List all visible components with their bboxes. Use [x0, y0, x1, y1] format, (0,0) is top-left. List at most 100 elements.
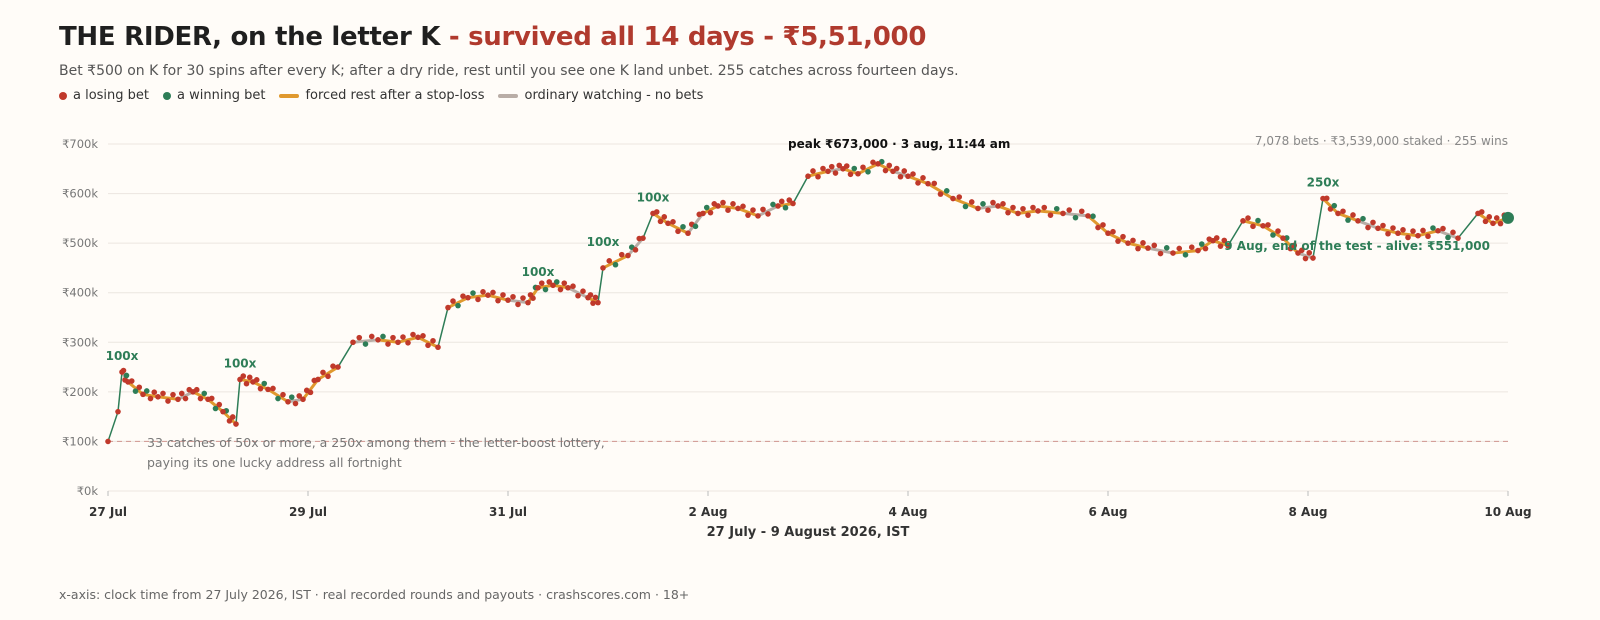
- bet-point: [760, 206, 766, 213]
- series-segment: [107, 410, 119, 443]
- bet-point: [265, 386, 271, 393]
- legend-item-winning-bet: a winning bet: [163, 88, 265, 103]
- watching-line-icon: [498, 93, 519, 98]
- bet-point: [1090, 213, 1096, 220]
- bet-point: [1157, 250, 1164, 257]
- bet-point: [405, 340, 411, 346]
- bet-point: [786, 197, 793, 203]
- legend-label: a losing bet: [73, 88, 150, 103]
- bet-point: [640, 235, 646, 241]
- bet-point: [1182, 252, 1189, 258]
- bet-point: [1493, 215, 1500, 221]
- series-segment: [1126, 241, 1150, 250]
- bet-point: [1015, 210, 1021, 217]
- legend-item-losing-bet: a losing bet: [59, 88, 149, 103]
- series-segment: [756, 204, 780, 218]
- series-segment: [1146, 246, 1175, 255]
- bet-point: [1041, 204, 1048, 211]
- series-segment: [1016, 209, 1040, 215]
- bet-point: [775, 203, 781, 209]
- bet-point: [307, 389, 314, 396]
- bet-point: [212, 405, 219, 412]
- bet-point: [1400, 227, 1406, 233]
- bet-point: [143, 388, 150, 394]
- bet-point: [356, 334, 363, 341]
- multiplier-label: 250x: [1307, 176, 1340, 190]
- series-segment: [1227, 220, 1244, 247]
- bet-point: [1120, 233, 1126, 240]
- bet-point: [1020, 205, 1026, 212]
- bet-point: [1355, 218, 1361, 224]
- bet-point: [980, 201, 986, 207]
- bet-point: [132, 388, 139, 394]
- series-segment: [1086, 214, 1110, 235]
- series-segment: [1261, 224, 1285, 240]
- bet-point: [1302, 255, 1309, 262]
- bet-point: [390, 334, 396, 341]
- bet-point: [1410, 228, 1416, 234]
- bet-point: [703, 204, 710, 211]
- bet-point: [650, 210, 656, 217]
- series-segment: [156, 395, 180, 401]
- bet-point: [770, 201, 776, 208]
- bet-point: [229, 414, 236, 420]
- multiplier-label: 100x: [522, 265, 555, 279]
- bet-point: [1145, 245, 1151, 251]
- bet-point: [1291, 242, 1298, 249]
- bet-point: [778, 198, 785, 205]
- bet-point: [943, 188, 950, 194]
- series-segment: [976, 204, 1000, 210]
- series-segment: [566, 286, 590, 300]
- bet-point: [226, 418, 233, 424]
- bet-point: [707, 209, 714, 216]
- bet-point: [915, 180, 921, 186]
- series-segment: [736, 206, 760, 218]
- series-segment: [351, 338, 380, 344]
- bet-point: [975, 205, 981, 212]
- x-tick-label: 2 Aug: [689, 505, 728, 519]
- bet-point: [715, 203, 721, 209]
- bet-point: [335, 364, 341, 370]
- bet-point: [330, 363, 336, 369]
- x-tick-label: 10 Aug: [1484, 505, 1531, 519]
- y-tick-label: ₹600k: [62, 187, 98, 201]
- bet-point: [1360, 215, 1366, 222]
- bet-point: [990, 199, 996, 206]
- bet-point: [1188, 244, 1195, 250]
- series-segment: [416, 335, 440, 349]
- bet-point: [618, 251, 625, 258]
- bet-point: [415, 334, 421, 341]
- bet-point: [580, 288, 586, 294]
- title-accent: - survived all 14 days - ₹5,51,000: [440, 22, 927, 52]
- bet-point: [233, 421, 239, 427]
- bet-point: [1210, 237, 1216, 244]
- bet-point: [1405, 234, 1411, 241]
- bet-point: [1327, 206, 1334, 212]
- bet-point: [178, 390, 185, 397]
- bet-point: [810, 168, 816, 174]
- bet-point: [920, 174, 926, 181]
- bet-point: [1430, 225, 1436, 231]
- legend-item-forced-rest: forced rest after a stop-loss: [279, 88, 484, 103]
- bet-point: [285, 398, 291, 405]
- x-axis: 27 Jul 29 Jul 31 Jul 2 Aug 4 Aug 6 Aug 8 Aug 10…: [89, 491, 1532, 519]
- bet-point: [125, 379, 131, 385]
- series-segment: [951, 197, 980, 210]
- series-segment: [1376, 226, 1400, 235]
- bet-point: [855, 170, 861, 177]
- x-tick-label: 4 Aug: [889, 505, 928, 519]
- bet-point: [985, 207, 991, 214]
- series-segment: [1356, 219, 1380, 230]
- bet-point: [901, 168, 908, 174]
- losing-bet-marker-icon: [59, 91, 67, 100]
- winning-bet-marker-icon: [163, 91, 172, 100]
- bet-point: [1350, 212, 1356, 218]
- bet-point: [1370, 219, 1376, 226]
- bet-point: [1331, 202, 1338, 209]
- series-segment: [666, 221, 690, 235]
- bet-point: [1497, 220, 1504, 227]
- bet-point: [510, 293, 516, 300]
- series-segment: [446, 296, 470, 310]
- bet-point: [420, 333, 426, 339]
- bet-point: [250, 379, 256, 385]
